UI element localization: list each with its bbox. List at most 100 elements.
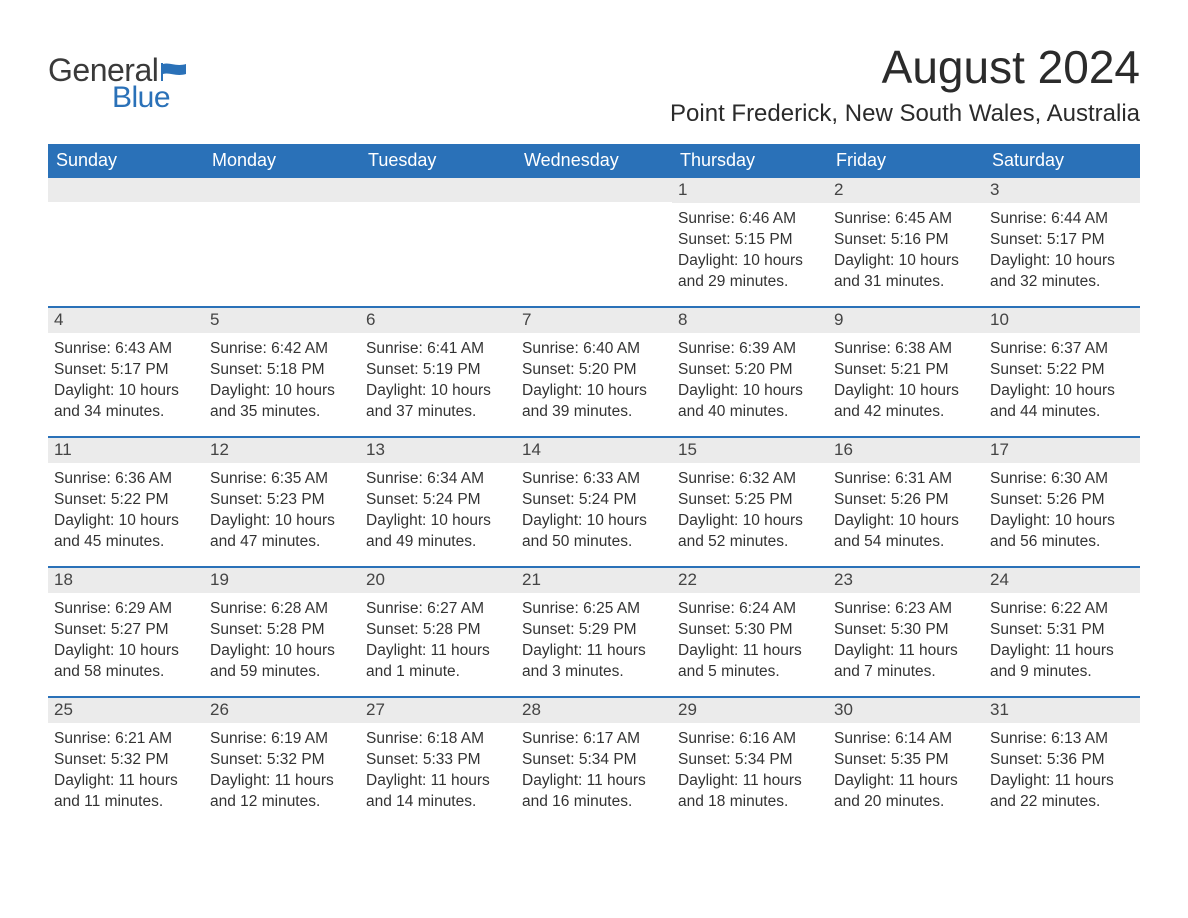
sunrise-text: Sunrise: 6:38 AM [834, 339, 978, 360]
day-body: Sunrise: 6:31 AMSunset: 5:26 PMDaylight:… [828, 463, 984, 559]
day-number: 16 [828, 438, 984, 463]
daylight-text: Daylight: 10 hours and 56 minutes. [990, 511, 1134, 553]
sunset-text: Sunset: 5:19 PM [366, 360, 510, 381]
month-title: August 2024 [670, 40, 1140, 94]
day-body: Sunrise: 6:40 AMSunset: 5:20 PMDaylight:… [516, 333, 672, 429]
day-number: 8 [672, 308, 828, 333]
week-row: 1Sunrise: 6:46 AMSunset: 5:15 PMDaylight… [48, 178, 1140, 306]
day-number: 26 [204, 698, 360, 723]
sunrise-text: Sunrise: 6:40 AM [522, 339, 666, 360]
daylight-text: Daylight: 10 hours and 59 minutes. [210, 641, 354, 683]
day-body: Sunrise: 6:22 AMSunset: 5:31 PMDaylight:… [984, 593, 1140, 689]
day-number: 1 [672, 178, 828, 203]
weekday-header: Friday [828, 144, 984, 178]
sunrise-text: Sunrise: 6:22 AM [990, 599, 1134, 620]
day-number: 17 [984, 438, 1140, 463]
daylight-text: Daylight: 10 hours and 42 minutes. [834, 381, 978, 423]
day-number: 29 [672, 698, 828, 723]
day-cell: 21Sunrise: 6:25 AMSunset: 5:29 PMDayligh… [516, 568, 672, 696]
sunset-text: Sunset: 5:17 PM [990, 230, 1134, 251]
day-number: 4 [48, 308, 204, 333]
day-cell: 22Sunrise: 6:24 AMSunset: 5:30 PMDayligh… [672, 568, 828, 696]
sunset-text: Sunset: 5:28 PM [210, 620, 354, 641]
day-cell: 11Sunrise: 6:36 AMSunset: 5:22 PMDayligh… [48, 438, 204, 566]
day-number: 14 [516, 438, 672, 463]
daylight-text: Daylight: 10 hours and 52 minutes. [678, 511, 822, 553]
day-cell: 9Sunrise: 6:38 AMSunset: 5:21 PMDaylight… [828, 308, 984, 436]
sunrise-text: Sunrise: 6:18 AM [366, 729, 510, 750]
day-cell: 1 Sunrise: 6:46 AMSunset: 5:15 PMDaylight… [672, 178, 828, 306]
sunrise-text: Sunrise: 6:16 AM [678, 729, 822, 750]
day-cell: 10Sunrise: 6:37 AMSunset: 5:22 PMDayligh… [984, 308, 1140, 436]
sunset-text: Sunset: 5:16 PM [834, 230, 978, 251]
daylight-text: Daylight: 10 hours and 31 minutes. [834, 251, 978, 293]
day-body: Sunrise: 6:43 AMSunset: 5:17 PMDaylight:… [48, 333, 204, 429]
sunset-text: Sunset: 5:36 PM [990, 750, 1134, 771]
sunrise-text: Sunrise: 6:39 AM [678, 339, 822, 360]
sunset-text: Sunset: 5:18 PM [210, 360, 354, 381]
day-number: 21 [516, 568, 672, 593]
weekday-header: Thursday [672, 144, 828, 178]
sunset-text: Sunset: 5:32 PM [210, 750, 354, 771]
sunset-text: Sunset: 5:22 PM [990, 360, 1134, 381]
day-cell: 3Sunrise: 6:44 AMSunset: 5:17 PMDaylight… [984, 178, 1140, 306]
day-body: Sunrise: 6:37 AMSunset: 5:22 PMDaylight:… [984, 333, 1140, 429]
sunrise-text: Sunrise: 6:32 AM [678, 469, 822, 490]
day-body: Sunrise: 6:19 AMSunset: 5:32 PMDaylight:… [204, 723, 360, 819]
day-number: 19 [204, 568, 360, 593]
week-row: 11Sunrise: 6:36 AMSunset: 5:22 PMDayligh… [48, 436, 1140, 566]
week-row: 4Sunrise: 6:43 AMSunset: 5:17 PMDaylight… [48, 306, 1140, 436]
sunrise-text: Sunrise: 6:43 AM [54, 339, 198, 360]
sunrise-text: Sunrise: 6:46 AM [678, 209, 822, 230]
sunrise-text: Sunrise: 6:29 AM [54, 599, 198, 620]
daylight-text: Daylight: 11 hours and 11 minutes. [54, 771, 198, 813]
day-cell: 23Sunrise: 6:23 AMSunset: 5:30 PMDayligh… [828, 568, 984, 696]
day-number: 18 [48, 568, 204, 593]
logo-word-2: Blue [112, 81, 188, 115]
day-number: 12 [204, 438, 360, 463]
day-body: Sunrise: 6:30 AMSunset: 5:26 PMDaylight:… [984, 463, 1140, 559]
day-number [516, 178, 672, 202]
day-body: Sunrise: 6:23 AMSunset: 5:30 PMDaylight:… [828, 593, 984, 689]
day-number [204, 178, 360, 202]
weekday-header: Saturday [984, 144, 1140, 178]
day-cell [48, 178, 204, 306]
sunset-text: Sunset: 5:34 PM [678, 750, 822, 771]
sunset-text: Sunset: 5:32 PM [54, 750, 198, 771]
week-row: 25Sunrise: 6:21 AMSunset: 5:32 PMDayligh… [48, 696, 1140, 826]
day-body: Sunrise: 6:21 AMSunset: 5:32 PMDaylight:… [48, 723, 204, 819]
daylight-text: Daylight: 10 hours and 29 minutes. [678, 251, 822, 293]
sunrise-text: Sunrise: 6:21 AM [54, 729, 198, 750]
logo: General Blue [48, 52, 188, 115]
daylight-text: Daylight: 10 hours and 49 minutes. [366, 511, 510, 553]
day-cell: 24Sunrise: 6:22 AMSunset: 5:31 PMDayligh… [984, 568, 1140, 696]
day-body: Sunrise: 6:25 AMSunset: 5:29 PMDaylight:… [516, 593, 672, 689]
day-number [360, 178, 516, 202]
sunrise-text: Sunrise: 6:17 AM [522, 729, 666, 750]
sunset-text: Sunset: 5:30 PM [678, 620, 822, 641]
day-cell: 5Sunrise: 6:42 AMSunset: 5:18 PMDaylight… [204, 308, 360, 436]
daylight-text: Daylight: 11 hours and 16 minutes. [522, 771, 666, 813]
day-body: Sunrise: 6:16 AMSunset: 5:34 PMDaylight:… [672, 723, 828, 819]
daylight-text: Daylight: 10 hours and 34 minutes. [54, 381, 198, 423]
day-body: Sunrise: 6:45 AMSunset: 5:16 PMDaylight:… [828, 203, 984, 299]
sunset-text: Sunset: 5:15 PM [678, 230, 822, 251]
daylight-text: Daylight: 10 hours and 58 minutes. [54, 641, 198, 683]
day-body: Sunrise: 6:41 AMSunset: 5:19 PMDaylight:… [360, 333, 516, 429]
day-number [48, 178, 204, 202]
day-body: Sunrise: 6:18 AMSunset: 5:33 PMDaylight:… [360, 723, 516, 819]
day-cell: 29Sunrise: 6:16 AMSunset: 5:34 PMDayligh… [672, 698, 828, 826]
day-cell: 13Sunrise: 6:34 AMSunset: 5:24 PMDayligh… [360, 438, 516, 566]
sunset-text: Sunset: 5:26 PM [990, 490, 1134, 511]
flag-icon [160, 61, 188, 83]
daylight-text: Daylight: 11 hours and 18 minutes. [678, 771, 822, 813]
daylight-text: Daylight: 10 hours and 50 minutes. [522, 511, 666, 553]
sunset-text: Sunset: 5:23 PM [210, 490, 354, 511]
day-cell: 16Sunrise: 6:31 AMSunset: 5:26 PMDayligh… [828, 438, 984, 566]
day-body: Sunrise: 6:13 AMSunset: 5:36 PMDaylight:… [984, 723, 1140, 819]
sunset-text: Sunset: 5:26 PM [834, 490, 978, 511]
weekday-header: Tuesday [360, 144, 516, 178]
weekday-header: Wednesday [516, 144, 672, 178]
sunrise-text: Sunrise: 6:45 AM [834, 209, 978, 230]
day-body: Sunrise: 6:29 AMSunset: 5:27 PMDaylight:… [48, 593, 204, 689]
